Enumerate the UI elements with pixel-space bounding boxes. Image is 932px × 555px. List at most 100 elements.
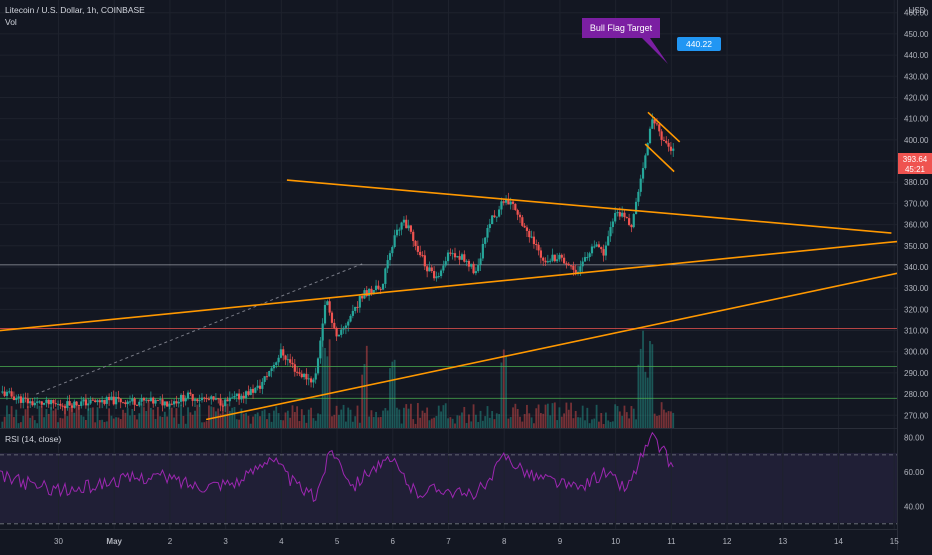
time-tick-label: 4 <box>279 537 284 546</box>
trendlines[interactable] <box>0 111 898 421</box>
volume-bar <box>598 421 600 428</box>
current-price-tag[interactable]: 393.64 45:21 <box>898 153 932 174</box>
candle-body <box>535 244 538 246</box>
volume-bar <box>602 423 605 428</box>
volume-bar <box>342 404 345 428</box>
candle-body <box>119 398 122 403</box>
volume-bar <box>335 405 338 428</box>
volume-bar <box>54 408 57 428</box>
candle-body <box>140 398 143 402</box>
candle-body <box>511 201 515 204</box>
candle-body <box>444 261 447 266</box>
candle-body <box>43 402 46 405</box>
volume-bar <box>382 410 384 428</box>
candle-body <box>542 257 545 261</box>
price-axis[interactable]: 270.00 280.00 290.00 300.00 310.00 320.00 330.… <box>904 9 929 512</box>
candle-body <box>307 378 310 380</box>
candle-body <box>488 224 491 229</box>
trendline[interactable] <box>647 111 681 143</box>
volume-bar <box>303 415 306 428</box>
volume-bar <box>581 405 584 428</box>
volume-bar <box>40 405 43 428</box>
trendline[interactable] <box>0 240 898 332</box>
candle-body <box>263 376 266 382</box>
volume-bar <box>317 413 319 428</box>
candle-body <box>625 217 628 219</box>
dashed-projection-line[interactable] <box>36 262 366 395</box>
candle-body <box>479 258 482 265</box>
candle-body <box>47 399 50 405</box>
volume-bar <box>528 413 531 428</box>
symbol-title[interactable]: Litecoin / U.S. Dollar, 1h, COINBASE <box>5 5 145 15</box>
candle-body <box>665 140 668 143</box>
trendline[interactable] <box>205 272 898 421</box>
time-axis[interactable]: 30 May 2 3 4 5 6 7 8 9 10 11 12 13 14 15 <box>54 537 899 546</box>
candle-body <box>303 373 306 378</box>
volume-label[interactable]: Vol <box>5 17 17 27</box>
volume-bar <box>567 409 570 428</box>
candle-body <box>412 231 415 242</box>
candle-body <box>630 224 633 228</box>
volume-bar <box>351 421 354 428</box>
volume-bar <box>604 412 607 428</box>
volume-bar <box>493 419 496 428</box>
volume-bar <box>103 422 106 428</box>
candle-body <box>275 362 278 366</box>
candle-body <box>268 371 271 377</box>
candle-body <box>655 123 659 125</box>
volume-bar <box>672 412 675 428</box>
candle-body <box>128 401 132 403</box>
rsi-label[interactable]: RSI (14, close) <box>5 434 61 444</box>
volume-bar <box>266 419 268 428</box>
candle-body <box>114 397 118 405</box>
candle-body <box>110 396 113 401</box>
volume-bar <box>196 404 199 428</box>
candle-body <box>616 212 619 214</box>
candle-body <box>637 191 640 202</box>
volume-bar <box>430 418 433 428</box>
volume-bar <box>423 412 426 428</box>
volume-bar <box>240 408 243 428</box>
candle-body <box>240 395 243 400</box>
volume-bar <box>361 374 364 428</box>
volume-bar <box>161 416 164 428</box>
target-price-label[interactable]: 440.22 <box>677 37 721 51</box>
candle-body <box>156 399 159 401</box>
bull-flag-callout[interactable]: Bull Flag Target <box>582 18 668 64</box>
volume-bar <box>168 403 171 428</box>
candle-body <box>38 401 41 403</box>
volume-bar <box>282 420 285 428</box>
volume-bar <box>632 408 635 428</box>
callout-text: Bull Flag Target <box>590 23 653 33</box>
volume-bar <box>579 417 582 428</box>
volume-bar <box>449 417 452 428</box>
candle-body <box>175 401 178 404</box>
candle-body <box>602 249 605 256</box>
candle-body <box>368 288 371 296</box>
volume-bar <box>140 403 143 428</box>
trendline[interactable] <box>286 179 892 234</box>
candle-body <box>467 260 471 267</box>
price-tick-label: 420.00 <box>904 93 929 102</box>
volume-bar <box>488 417 491 428</box>
volume-bar <box>398 409 401 428</box>
volume-bar <box>231 407 234 428</box>
candle-body <box>309 378 313 383</box>
volume-bar <box>71 403 73 428</box>
candle-body <box>149 397 152 402</box>
candle-body <box>96 400 99 403</box>
volume-bar <box>396 407 398 428</box>
volume-bar <box>477 422 480 428</box>
trendline[interactable] <box>644 143 675 173</box>
candle-body <box>407 225 410 229</box>
candle-body <box>433 271 436 279</box>
candle-body <box>521 217 524 226</box>
candle-body <box>634 201 638 215</box>
volume-bar <box>440 411 442 428</box>
volume-bar <box>263 409 266 428</box>
candle-body <box>644 155 647 169</box>
rsi-tick-label: 60.00 <box>904 468 925 477</box>
candle-body <box>662 139 666 141</box>
candle-body <box>551 254 554 261</box>
volume-bar <box>194 410 196 428</box>
